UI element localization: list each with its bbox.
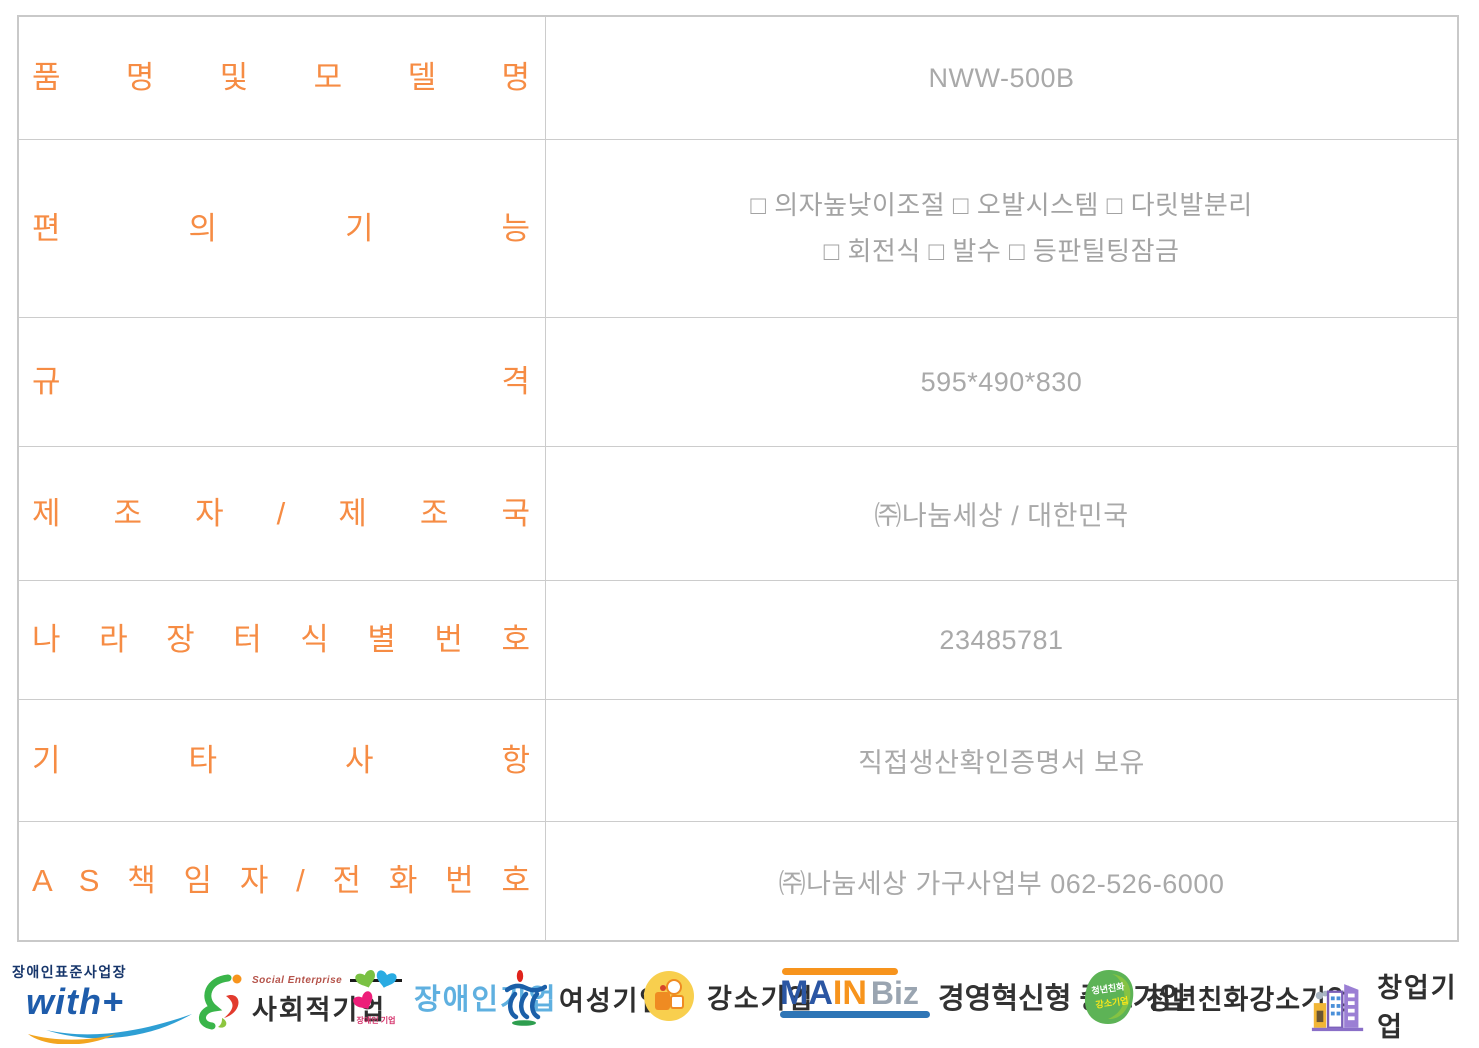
youth-friendly-icon-text: 강소기업 [1095, 994, 1129, 1010]
strong-small-enterprise-logo: 강소기업 [643, 970, 814, 1022]
table-row: 규 격 595*490*830 [19, 317, 1457, 446]
startup-logo: 창업기업 [1310, 966, 1479, 1044]
startup-buildings-icon [1311, 984, 1364, 1032]
spec-value: 595*490*830 [920, 366, 1083, 397]
spec-value-cell: 595*490*830 [546, 318, 1457, 446]
mainbiz-logo: MAIN Biz 경영혁신형 중소기업 [780, 968, 1186, 1018]
spec-value: 23485781 [939, 624, 1064, 655]
spec-value-cell: ㈜나눔세상 가구사업부 062-526-6000 [546, 822, 1457, 940]
feature-checkbox-line: □ 의자높낮이조절 □ 오발시스템 □ 다릿발분리 [750, 190, 1253, 220]
spec-value-cell: NWW-500B [546, 17, 1457, 139]
mainbiz-top-bar [782, 968, 898, 975]
spec-value-cell: ㈜나눔세상 / 대한민국 [546, 447, 1457, 580]
spec-value-cell: 직접생산확인증명서 보유 [546, 700, 1457, 821]
social-enterprise-flower-icon [199, 974, 242, 1030]
table-row: 편 의 기 능 □ 의자높낮이조절 □ 오발시스템 □ 다릿발분리 □ 회전식 … [19, 139, 1457, 317]
disabled-enterprise-clover-icon [353, 970, 397, 1009]
social-enterprise-small-text: Social Enterprise [252, 975, 343, 986]
social-enterprise-underline [350, 979, 403, 982]
withplus-brand-text: with+ [26, 981, 125, 1022]
certification-logo-strip: 장애인표준사업장 with+ Social Enterprise 사회적기업 [0, 956, 1479, 1048]
spec-value-cell: □ 의자높낮이조절 □ 오발시스템 □ 다릿발분리 □ 회전식 □ 발수 □ 등… [546, 140, 1457, 317]
spec-label: 품 명 및 모 델 명 [32, 60, 530, 96]
table-row: 품 명 및 모 델 명 NWW-500B [19, 17, 1457, 139]
spec-value: ㈜나눔세상 가구사업부 062-526-6000 [778, 868, 1225, 899]
spec-label-cell: A S 책 임 자 / 전 화 번 호 [19, 822, 546, 940]
spec-label-cell: 기 타 사 항 [19, 700, 546, 821]
spec-value: NWW-500B [928, 62, 1075, 93]
mainbiz-brand-block: MAIN Biz [780, 968, 930, 1018]
disabled-enterprise-icon-col: 장애인 기업 [350, 968, 402, 1026]
product-spec-table: 품 명 및 모 델 명 NWW-500B 편 의 기 능 □ 의자높낮이조절 □… [17, 15, 1459, 942]
youth-friendly-logo: 청년친화 강소기업 청년친화강소기업 [1082, 968, 1353, 1026]
disabled-enterprise-icon-text: 장애인 기업 [356, 1016, 396, 1025]
youth-friendly-blob-icon: 청년친화 강소기업 [1084, 970, 1134, 1024]
table-row: 제 조 자 / 제 조 국 ㈜나눔세상 / 대한민국 [19, 446, 1457, 580]
spec-value-cell: 23485781 [546, 581, 1457, 699]
spec-label: 기 타 사 항 [32, 742, 530, 778]
mainbiz-brand-ma: MA [780, 974, 833, 1012]
table-row: A S 책 임 자 / 전 화 번 호 ㈜나눔세상 가구사업부 062-526-… [19, 821, 1457, 940]
spec-label-cell: 제 조 자 / 제 조 국 [19, 447, 546, 580]
strong-small-enterprise-badge-icon [644, 971, 694, 1021]
spec-label: A S 책 임 자 / 전 화 번 호 [32, 863, 530, 899]
withplus-swoosh-icon [28, 1014, 192, 1044]
withplus-top-text: 장애인표준사업장 [12, 964, 128, 980]
spec-label: 편 의 기 능 [32, 210, 530, 246]
women-enterprise-mark-icon [505, 970, 547, 1026]
startup-label: 창업기업 [1377, 973, 1458, 1042]
mainbiz-label: 경영혁신형 중소기업 [938, 983, 1187, 1015]
table-row: 기 타 사 항 직접생산확인증명서 보유 [19, 699, 1457, 821]
spec-label: 규 격 [32, 364, 530, 400]
spec-label: 제 조 자 / 제 조 국 [32, 495, 530, 531]
withplus-logo: 장애인표준사업장 with+ [8, 958, 198, 1044]
strong-small-enterprise-label: 강소기업 [707, 983, 815, 1014]
spec-value: 직접생산확인증명서 보유 [858, 748, 1145, 778]
feature-checkbox-line: □ 회전식 □ 발수 □ 등판틸팅잠금 [823, 235, 1180, 266]
table-row: 나 라 장 터 식 별 번 호 23485781 [19, 580, 1457, 699]
mainbiz-brand-biz: Biz [870, 975, 919, 1011]
spec-label-cell: 품 명 및 모 델 명 [19, 17, 546, 139]
spec-label-cell: 나 라 장 터 식 별 번 호 [19, 581, 546, 699]
spec-label-cell: 규 격 [19, 318, 546, 446]
mainbiz-bottom-bar [780, 1011, 930, 1018]
youth-friendly-icon-text: 청년친화 [1091, 980, 1126, 996]
spec-value: ㈜나눔세상 / 대한민국 [874, 501, 1129, 531]
spec-label: 나 라 장 터 식 별 번 호 [32, 622, 530, 658]
spec-label-cell: 편 의 기 능 [19, 140, 546, 317]
mainbiz-brand-in: IN [832, 974, 867, 1012]
